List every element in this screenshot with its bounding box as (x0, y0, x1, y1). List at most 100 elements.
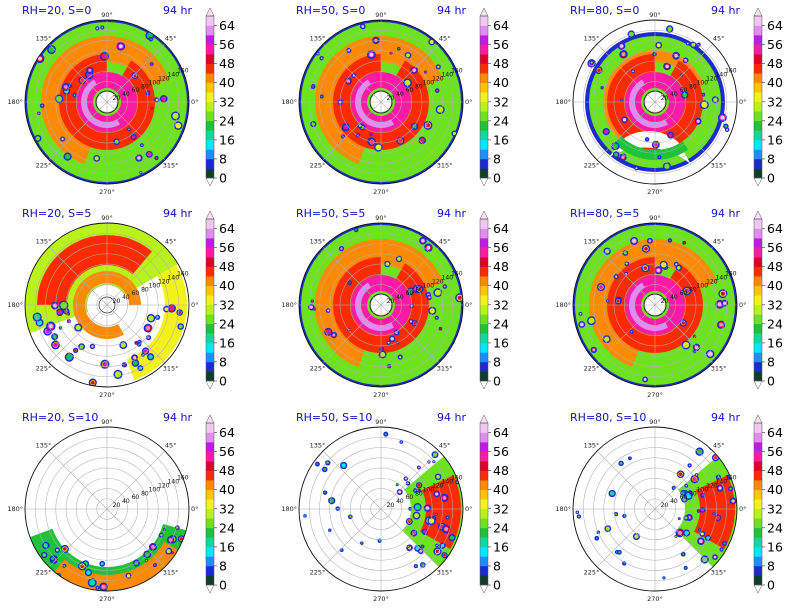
azimuth-line (654, 101, 714, 161)
azimuth-tick-label: 0° (191, 301, 198, 309)
rain-cell (414, 504, 421, 510)
colorbar-segment (754, 101, 762, 112)
colorbar-segment (206, 537, 214, 548)
rain-cell-core (683, 241, 686, 244)
rain-cell (723, 542, 726, 545)
radius-tick-label: 140 (442, 72, 454, 79)
azimuth-tick-label: 90° (375, 11, 387, 19)
colorbar-extend-max (205, 7, 215, 17)
colorbar-segment (480, 333, 488, 344)
radius-tick-label: 80 (689, 286, 697, 293)
rain-cell (361, 542, 363, 544)
rain-cell-core (133, 356, 137, 360)
rain-cell-core (153, 564, 156, 566)
rain-cell (415, 565, 417, 567)
rain-cell-core (390, 52, 392, 54)
colorbar-tick-label: 16 (219, 335, 235, 350)
colorbar-tick-label: 0 (219, 171, 227, 186)
colorbar-tick-label: 8 (767, 558, 775, 573)
colorbar-segment (480, 371, 488, 382)
colorbar-tick-label: 40 (767, 75, 783, 90)
radius-tick-label: 100 (697, 486, 709, 493)
rain-cell (696, 448, 703, 455)
colorbar-segment (206, 352, 214, 363)
azimuth-tick-label: 315° (437, 569, 453, 577)
azimuth-tick-label: 315° (163, 569, 179, 577)
rain-cell-core (435, 513, 437, 515)
azimuth-line (322, 304, 382, 364)
rain-cell (729, 487, 732, 490)
colorbar-segment (206, 451, 214, 462)
azimuth-line (106, 246, 166, 306)
colorbar-extend-max (479, 210, 489, 220)
rain-cell-core (697, 509, 700, 512)
colorbar-tick-label: 16 (767, 539, 783, 554)
colorbar-extend-min (479, 584, 489, 594)
colorbar-segment (754, 35, 762, 45)
azimuth-tick-label: 225° (584, 569, 600, 577)
rain-cell (658, 156, 661, 159)
radius-tick-label: 60 (406, 290, 414, 297)
rain-cell (667, 26, 673, 32)
panel-title-left: RH=50, S=10 (296, 411, 372, 424)
radius-tick-label: 120 (432, 76, 444, 83)
colorbar-segment (754, 508, 762, 519)
rain-cell-core (677, 530, 682, 535)
rain-cell (421, 563, 425, 567)
azimuth-tick-label: 0° (191, 98, 198, 106)
rain-cell (326, 461, 330, 465)
colorbar-segment (206, 111, 214, 122)
colorbar-frame (205, 422, 215, 586)
rain-cell (148, 354, 153, 360)
radius-tick-label: 60 (132, 494, 140, 501)
colorbar-segment (754, 295, 762, 306)
radius-tick-label: 140 (168, 479, 180, 486)
rain-cell (701, 101, 708, 108)
rain-cell-core (352, 74, 356, 77)
rain-cell-core (606, 300, 609, 302)
colorbar-frame (753, 218, 763, 382)
rain-cell-core (163, 528, 166, 531)
colorbar-segment (754, 82, 762, 93)
radius-tick-label: 40 (122, 294, 130, 301)
colorbar-segment (754, 139, 762, 150)
polar-grid (24, 222, 190, 388)
azimuth-tick-label: 180° (7, 301, 23, 309)
colorbar: 0 8 16 24 32 40 48 56 64 (479, 210, 509, 390)
rain-cell (398, 48, 400, 50)
rain-cell (79, 344, 84, 349)
rain-cell-core (398, 139, 403, 143)
colorbar-segment (206, 120, 214, 131)
azimuth-tick-label: 180° (281, 98, 297, 106)
rain-cell (155, 98, 159, 102)
radius-tick-label: 160 (725, 271, 737, 278)
rain-cell (675, 535, 677, 538)
azimuth-tick-label: 90° (649, 11, 661, 19)
azimuth-tick-label: 225° (36, 162, 52, 170)
azimuth-line (654, 304, 714, 364)
polar-frame (572, 19, 738, 185)
azimuth-tick-label: 0° (465, 505, 472, 513)
rain-cell-core (717, 302, 722, 307)
rain-cell-core (63, 547, 67, 551)
rain-cell-core (369, 52, 374, 57)
rain-cell (304, 515, 306, 517)
colorbar-extend-max (753, 414, 763, 424)
colorbar-tick-label: 16 (493, 539, 509, 554)
radius-tick-label: 20 (661, 502, 669, 509)
azimuth-line (322, 450, 382, 510)
rain-cell-core (684, 288, 689, 293)
rain-cell-core (390, 337, 394, 341)
azimuth-tick-label: 45° (713, 34, 725, 42)
azimuth-tick-label: 135° (584, 237, 600, 245)
radius-tick-label: 100 (697, 79, 709, 86)
azimuth-tick-label: 90° (649, 418, 661, 426)
rain-cell-core (423, 530, 427, 534)
colorbar-segment (754, 92, 762, 103)
colorbar-segment (754, 219, 762, 229)
rain-cell-core (137, 156, 141, 160)
azimuth-line (596, 43, 656, 103)
azimuth-tick-label: 180° (555, 301, 571, 309)
radius-tick-label: 40 (396, 91, 404, 98)
rain-cell (434, 289, 441, 296)
